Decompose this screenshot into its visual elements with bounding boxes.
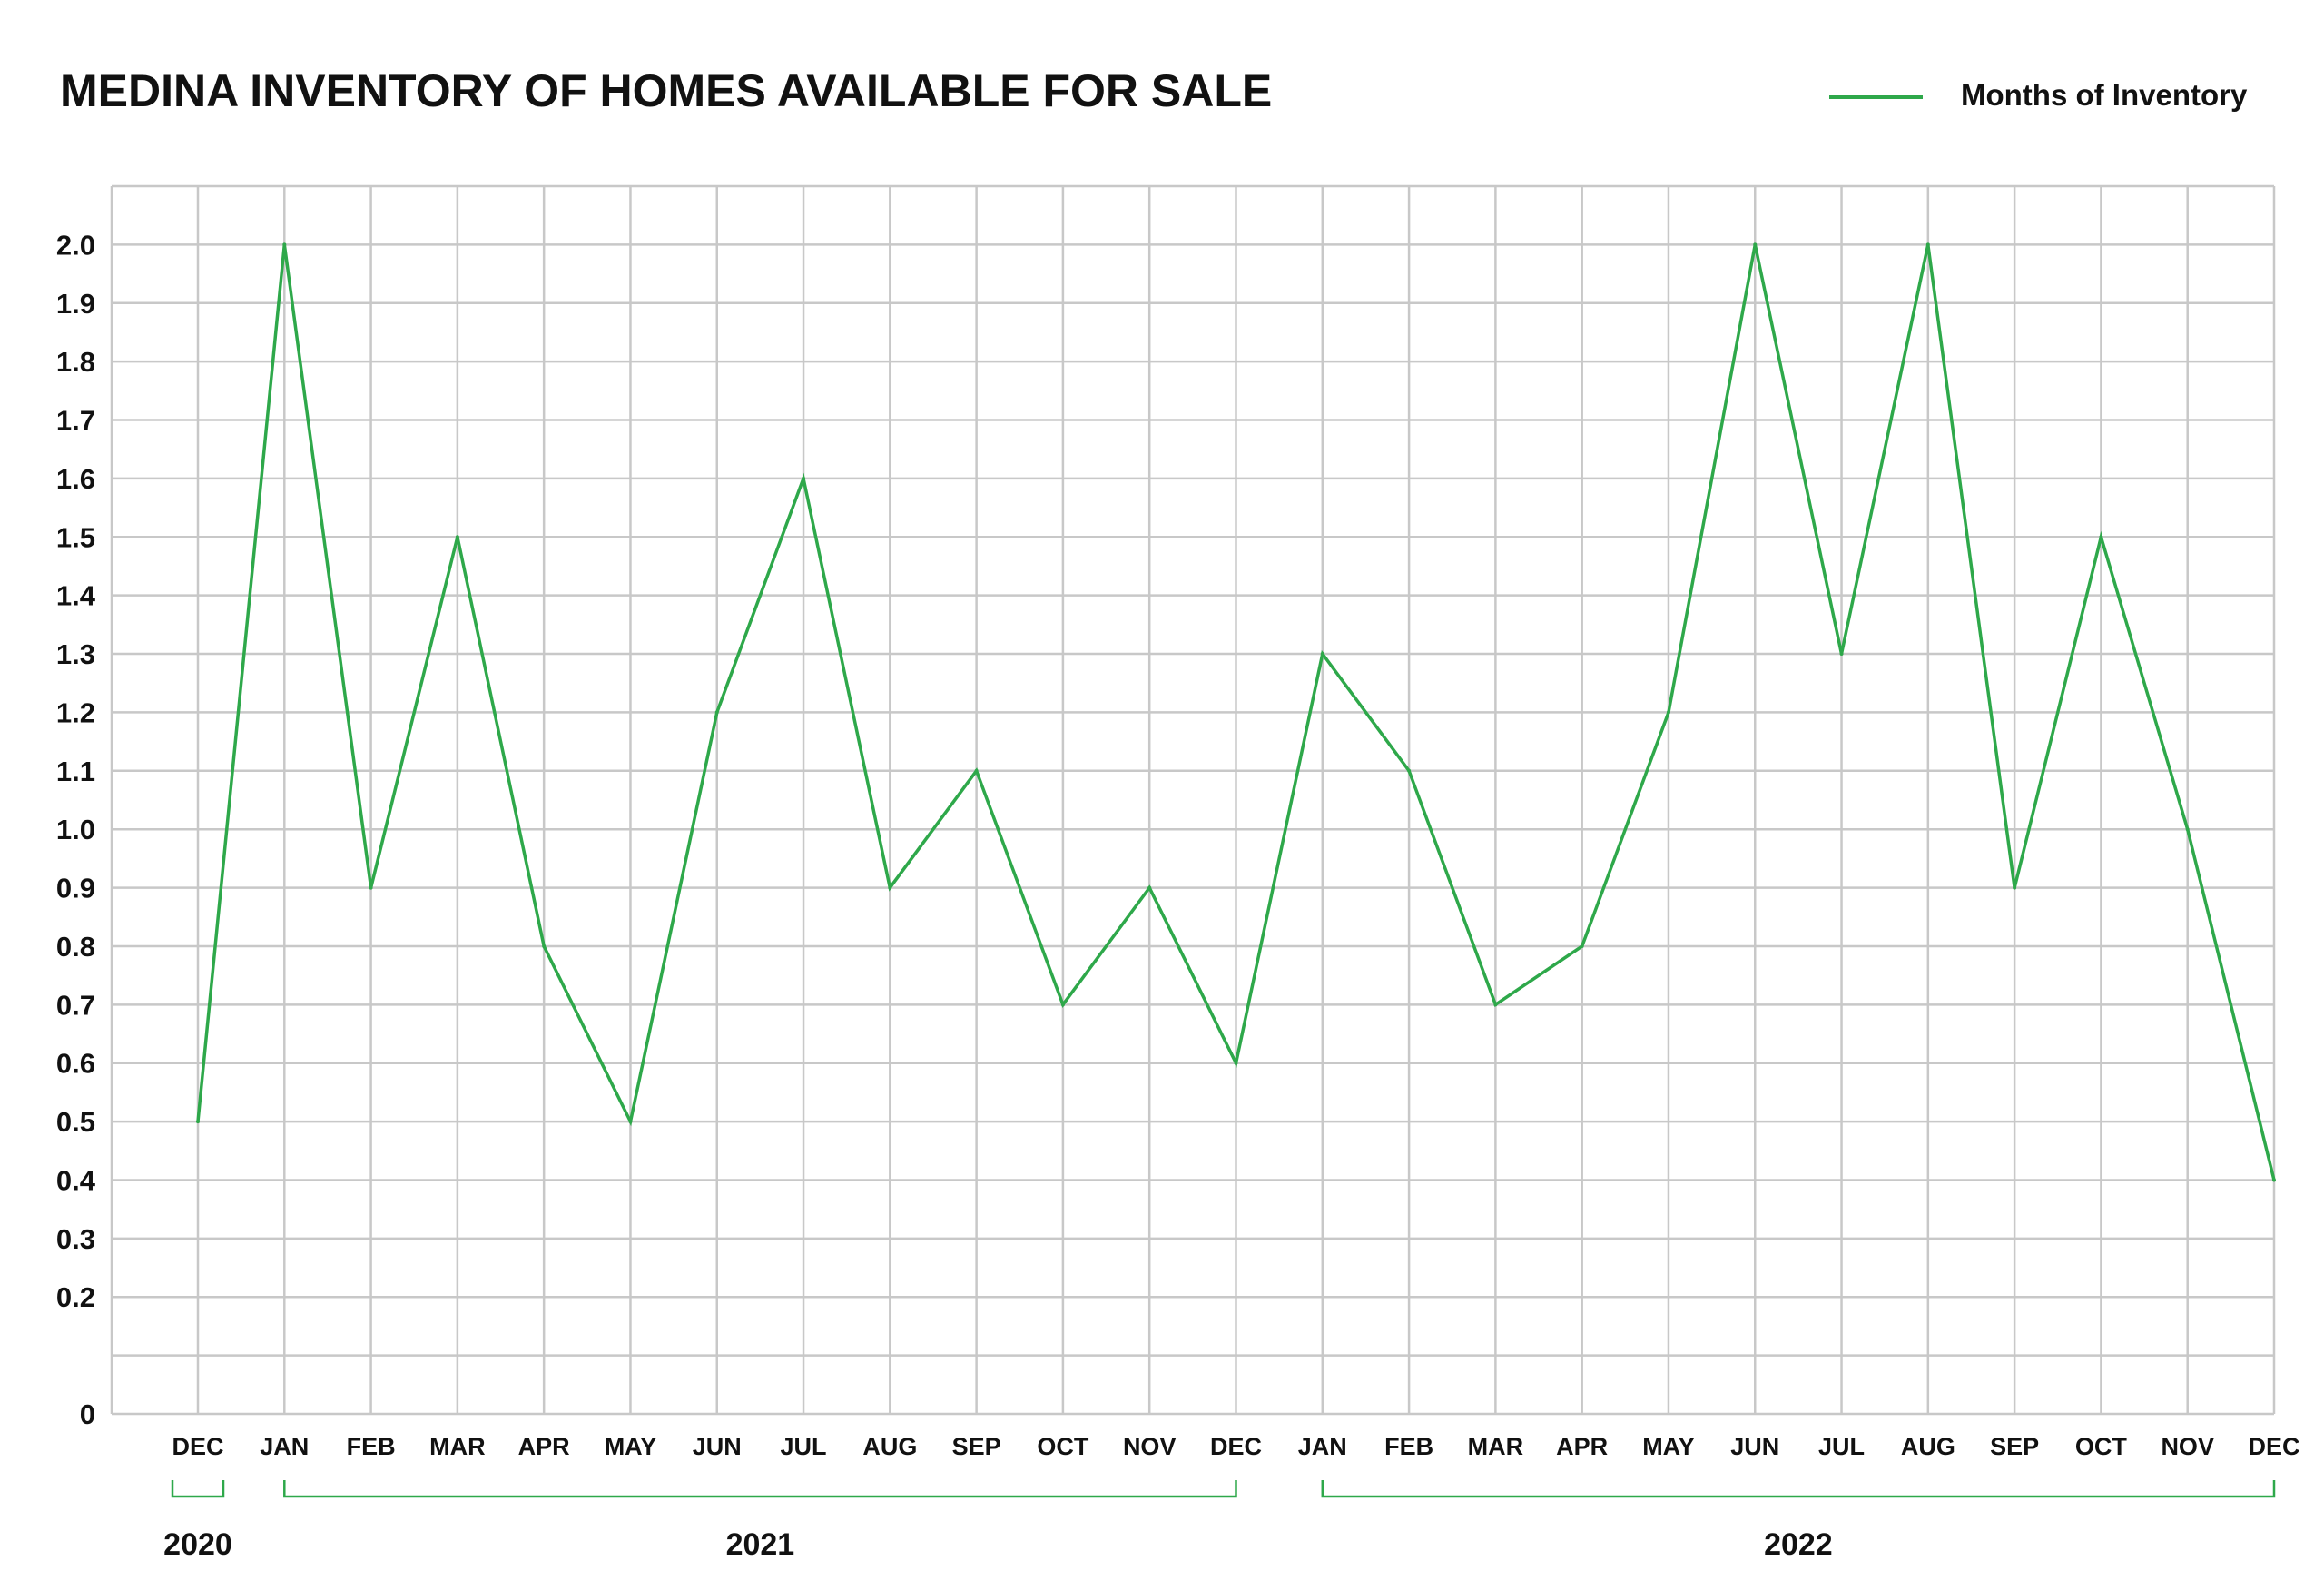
y-tick-label: 1.6: [56, 463, 95, 495]
data-point: [714, 710, 719, 715]
y-tick-label: 0: [80, 1398, 95, 1430]
data-point: [196, 1120, 200, 1124]
x-tick-label: OCT: [1037, 1433, 1089, 1460]
data-point: [369, 885, 373, 890]
data-point: [1839, 652, 1844, 657]
x-tick-label: DEC: [2248, 1433, 2299, 1460]
year-groups: 2020 2021 2022: [163, 1480, 2276, 1562]
x-tick-label: APR: [518, 1433, 570, 1460]
x-tick-label: JUL: [781, 1433, 827, 1460]
x-tick-label: FEB: [1384, 1433, 1433, 1460]
data-point: [2272, 1178, 2276, 1182]
year-bracket: [283, 1480, 1237, 1498]
y-axis-ticks: 0 0.2 0.3 0.4 0.5 0.6 0.7 0.8 0.9 1.0 1.1 1.2 1.3 1.4…: [56, 229, 96, 1430]
data-point: [1407, 768, 1412, 773]
data-point: [888, 885, 892, 890]
data-point: [1580, 944, 1584, 948]
x-tick-label: DEC: [172, 1433, 223, 1460]
x-tick-label: MAY: [1642, 1433, 1695, 1460]
data-point: [1666, 710, 1670, 715]
legend-label: Months of Inventory: [1961, 78, 2248, 112]
y-tick-label: 0.3: [56, 1223, 95, 1255]
y-tick-label: 2.0: [56, 229, 95, 261]
grid: [110, 184, 2276, 1416]
data-point: [1320, 652, 1324, 657]
data-point: [974, 768, 979, 773]
y-tick-label: 1.8: [56, 346, 95, 378]
data-point: [1753, 242, 1758, 247]
data-point: [2185, 827, 2190, 832]
y-tick-label: 1.0: [56, 814, 95, 845]
x-tick-label: SEP: [952, 1433, 1001, 1460]
y-tick-label: 1.5: [56, 521, 95, 553]
series-months-of-inventory: [196, 242, 2276, 1182]
year-bracket: [1321, 1480, 2276, 1498]
x-tick-label: AUG: [862, 1433, 917, 1460]
x-tick-label: OCT: [2075, 1433, 2128, 1460]
data-point: [2013, 885, 2017, 890]
y-tick-label: 0.7: [56, 989, 95, 1021]
y-tick-label: 1.4: [56, 580, 96, 612]
x-tick-label: APR: [1556, 1433, 1608, 1460]
y-tick-label: 1.1: [56, 756, 95, 787]
y-tick-label: 1.3: [56, 638, 95, 670]
x-tick-label: JUN: [1730, 1433, 1779, 1460]
y-tick-label: 0.8: [56, 931, 95, 963]
legend: Months of Inventory: [1829, 78, 2248, 112]
data-point: [2099, 535, 2103, 539]
x-tick-label: FEB: [347, 1433, 396, 1460]
data-point: [542, 944, 547, 948]
x-tick-label: MAR: [1468, 1433, 1524, 1460]
y-tick-label: 1.2: [56, 697, 95, 728]
data-point: [282, 242, 287, 247]
x-tick-label: MAY: [605, 1433, 657, 1460]
x-tick-label: AUG: [1901, 1433, 1955, 1460]
data-point: [1493, 1003, 1498, 1007]
x-tick-label: MAR: [429, 1433, 486, 1460]
year-label: 2021: [726, 1527, 795, 1562]
x-tick-label: NOV: [1123, 1433, 1177, 1460]
x-axis-ticks: DEC JAN FEB MAR APR MAY JUN JUL AUG SEP OCT NOV DEC J…: [172, 1433, 2299, 1460]
y-tick-label: 0.5: [56, 1106, 95, 1138]
data-point: [1147, 885, 1152, 890]
data-point: [455, 535, 459, 539]
y-tick-label: 0.6: [56, 1048, 95, 1080]
year-label: 2022: [1764, 1527, 1833, 1562]
x-tick-label: DEC: [1210, 1433, 1262, 1460]
x-tick-label: JUL: [1818, 1433, 1865, 1460]
x-tick-label: JAN: [1298, 1433, 1347, 1460]
data-point: [1060, 1003, 1065, 1007]
y-tick-label: 0.2: [56, 1281, 95, 1313]
y-tick-label: 1.9: [56, 288, 95, 320]
x-tick-label: SEP: [1990, 1433, 2039, 1460]
x-tick-label: JUN: [693, 1433, 742, 1460]
year-label: 2020: [163, 1527, 232, 1562]
data-point: [802, 476, 806, 480]
data-point: [1925, 242, 1930, 247]
year-bracket: [171, 1480, 225, 1498]
x-tick-label: JAN: [260, 1433, 309, 1460]
chart-title: MEDINA INVENTORY OF HOMES AVAILABLE FOR …: [60, 65, 1272, 116]
data-point: [628, 1120, 633, 1124]
x-tick-label: NOV: [2161, 1433, 2214, 1460]
y-tick-label: 0.9: [56, 873, 95, 904]
y-tick-label: 0.4: [56, 1164, 96, 1196]
data-point: [1234, 1061, 1238, 1065]
y-tick-label: 1.7: [56, 405, 95, 437]
